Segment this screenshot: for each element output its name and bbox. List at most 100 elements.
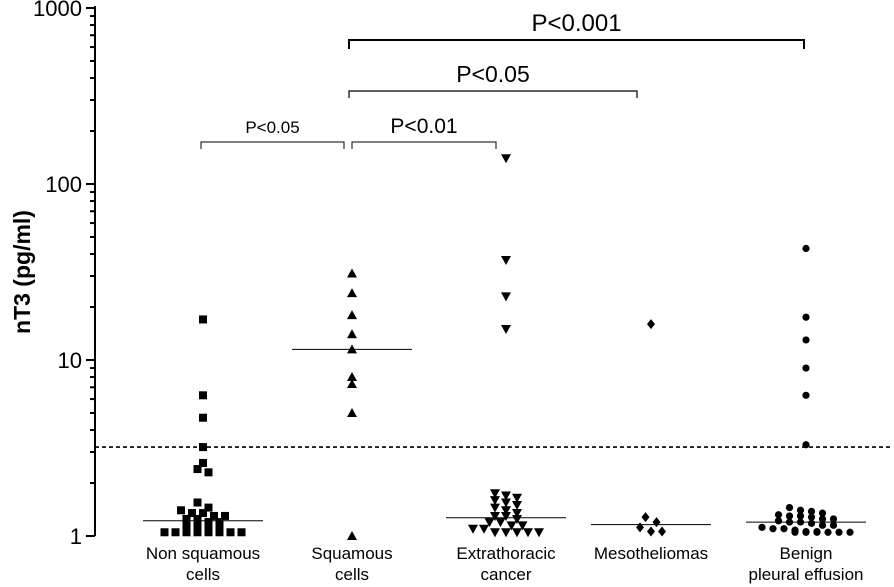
data-point <box>785 503 794 512</box>
data-point <box>818 509 827 517</box>
data-point <box>641 512 650 523</box>
data-point <box>204 503 213 512</box>
data-point <box>791 528 799 536</box>
data-point <box>490 489 500 499</box>
significance-label: P<0.05 <box>456 61 530 87</box>
data-point <box>501 498 511 508</box>
data-point <box>490 496 500 506</box>
data-point <box>347 288 357 298</box>
data-point <box>785 512 794 520</box>
data-point <box>512 493 522 503</box>
data-point <box>796 506 805 514</box>
data-point <box>780 525 788 533</box>
data-point <box>501 511 511 521</box>
data-point <box>774 517 783 525</box>
data-point <box>210 511 218 520</box>
significance-bracket <box>348 90 638 98</box>
data-point <box>221 511 229 520</box>
data-point <box>802 528 810 536</box>
data-point <box>647 319 655 330</box>
y-tick-label: 1 <box>70 524 82 549</box>
data-point <box>501 491 511 501</box>
y-tick-label: 100 <box>45 172 82 197</box>
data-point <box>199 391 207 400</box>
data-point <box>347 531 357 540</box>
significance-label: P<0.05 <box>245 118 299 137</box>
data-point <box>802 313 810 321</box>
data-point <box>829 521 838 529</box>
data-point <box>347 372 357 382</box>
data-point <box>523 528 533 538</box>
data-point <box>818 521 827 529</box>
data-point <box>347 379 357 389</box>
data-point <box>512 514 522 524</box>
data-point <box>484 518 495 528</box>
significance-bracket <box>351 141 497 149</box>
data-point <box>501 255 511 265</box>
data-point <box>177 506 185 515</box>
x-category-label: Non squamous cells <box>146 544 260 584</box>
data-point <box>636 522 644 533</box>
x-category-label: Benign pleural effusion <box>749 544 864 584</box>
data-point <box>796 518 805 526</box>
data-point <box>347 344 357 354</box>
data-point <box>774 511 783 519</box>
data-point <box>796 512 805 520</box>
data-point <box>512 509 522 519</box>
data-point <box>171 528 180 537</box>
data-point <box>199 443 207 452</box>
data-point <box>501 528 511 538</box>
data-point <box>199 315 207 324</box>
data-point <box>193 498 202 507</box>
data-point <box>347 310 357 320</box>
data-point <box>199 509 207 518</box>
data-point <box>802 441 810 449</box>
data-point <box>490 511 500 521</box>
data-point <box>802 336 810 344</box>
data-point <box>501 154 511 164</box>
data-point <box>835 528 843 536</box>
data-point <box>517 521 528 531</box>
data-point <box>512 501 522 511</box>
data-point <box>347 268 357 278</box>
data-point <box>824 528 832 536</box>
data-point <box>802 244 810 253</box>
data-point <box>193 514 202 523</box>
data-point <box>347 329 357 339</box>
data-point <box>802 364 810 372</box>
data-point <box>226 528 235 537</box>
significance-label: P<0.001 <box>531 10 621 37</box>
data-point <box>204 468 213 477</box>
data-point <box>215 518 224 527</box>
significance-label: P<0.01 <box>390 115 457 138</box>
data-point <box>818 515 827 523</box>
data-point <box>807 513 816 521</box>
significance-bracket <box>348 39 805 49</box>
x-category-label: Squamous cells <box>311 544 392 584</box>
y-tick-label: 10 <box>58 348 82 373</box>
data-point <box>807 519 816 527</box>
data-point <box>468 524 478 534</box>
x-category-label: Mesotheliomas <box>594 544 708 563</box>
data-point <box>193 465 202 474</box>
data-point <box>204 528 213 537</box>
data-point <box>758 523 766 531</box>
data-point <box>807 507 816 515</box>
data-point <box>479 524 489 534</box>
significance-bracket <box>200 141 345 149</box>
data-point <box>802 391 810 399</box>
data-point <box>160 528 169 537</box>
data-point <box>534 528 544 538</box>
data-point <box>347 407 357 417</box>
data-point <box>658 526 666 537</box>
data-point <box>199 413 207 422</box>
data-point <box>829 515 838 523</box>
data-point <box>237 528 246 537</box>
data-point <box>769 525 777 533</box>
data-point <box>199 458 207 467</box>
data-point <box>506 521 517 531</box>
data-point <box>652 517 661 528</box>
data-point <box>512 528 522 538</box>
data-point <box>204 518 213 527</box>
